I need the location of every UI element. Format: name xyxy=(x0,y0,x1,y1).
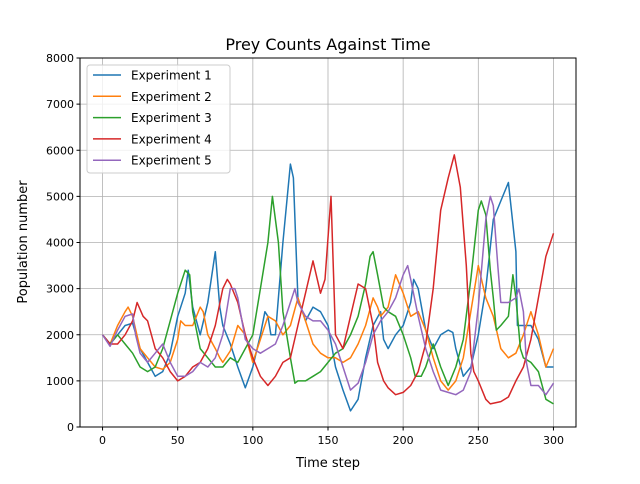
y-tick-label: 2000 xyxy=(46,329,74,342)
series-lines xyxy=(101,154,555,412)
series-line-experiment-4 xyxy=(101,154,555,405)
x-axis-ticks: 0 50 100 150 200 250 300 xyxy=(99,427,564,447)
legend-label: Experiment 1 xyxy=(131,69,212,83)
x-tick-label: 0 xyxy=(99,434,106,447)
x-tick-label: 150 xyxy=(318,434,339,447)
grid xyxy=(80,57,576,428)
x-tick-label: 250 xyxy=(468,434,489,447)
legend-label: Experiment 3 xyxy=(131,111,212,125)
x-tick-label: 50 xyxy=(171,434,185,447)
legend-label: Experiment 4 xyxy=(131,132,212,146)
y-axis-label: Population number xyxy=(16,180,31,304)
series-line-experiment-2 xyxy=(101,264,555,391)
y-axis-ticks: 0 1000 2000 3000 4000 5000 6000 7000 8000 xyxy=(46,52,80,434)
x-tick-label: 100 xyxy=(242,434,263,447)
legend-box xyxy=(86,64,231,174)
x-tick-label: 300 xyxy=(543,434,564,447)
y-tick-label: 6000 xyxy=(46,144,74,157)
y-tick-label: 8000 xyxy=(46,52,74,65)
y-tick-label: 1000 xyxy=(46,375,74,388)
y-tick-label: 3000 xyxy=(46,283,74,296)
legend: Experiment 1 Experiment 2 Experiment 3 Expe… xyxy=(86,64,231,174)
y-tick-label: 4000 xyxy=(46,237,74,250)
legend-label: Experiment 2 xyxy=(131,90,212,104)
series-line-experiment-3 xyxy=(101,195,554,405)
x-tick-label: 200 xyxy=(393,434,414,447)
y-tick-label: 7000 xyxy=(46,98,74,111)
y-tick-label: 0 xyxy=(67,421,74,434)
chart-title: Prey Counts Against Time xyxy=(225,35,430,54)
y-tick-label: 5000 xyxy=(46,190,74,203)
series-line-experiment-5 xyxy=(101,195,555,396)
series-line-experiment-1 xyxy=(101,163,554,412)
x-axis-label: Time step xyxy=(295,456,360,471)
legend-label: Experiment 5 xyxy=(131,154,212,168)
